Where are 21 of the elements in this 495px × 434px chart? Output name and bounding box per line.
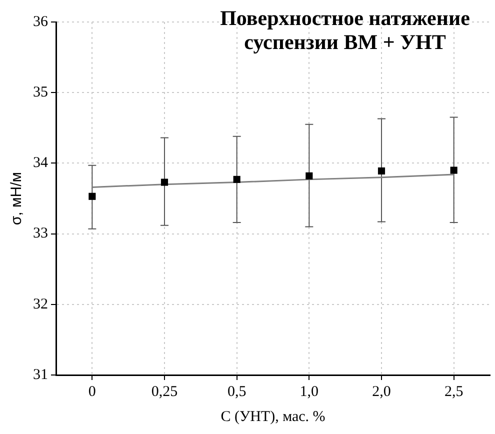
y-tick-label: 33 — [33, 226, 48, 242]
chart-title: Поверхностное натяжение суспензии ВМ + УНТ — [219, 6, 471, 54]
x-tick-label: 2,5 — [444, 384, 464, 400]
x-tick-label: 2,0 — [372, 384, 391, 400]
x-tick-label: 0,5 — [227, 384, 246, 400]
point — [233, 176, 240, 183]
y-tick-label: 31 — [33, 366, 48, 383]
y-tick-label: 36 — [33, 14, 48, 30]
y-axis-title: σ, мН/м — [8, 172, 26, 226]
y-tick-label: 35 — [33, 84, 48, 101]
point — [88, 192, 96, 200]
point — [306, 172, 313, 180]
x-axis-title: С (УНТ), мас. % — [220, 408, 326, 425]
point — [160, 178, 168, 186]
point — [450, 166, 458, 174]
y-tick-label: 34 — [33, 155, 48, 172]
x-tick-label: 1,0 — [300, 384, 319, 400]
x-tick-label: 0 — [88, 384, 96, 400]
y-tick-label: 32 — [33, 296, 48, 312]
x-tick-label: 0,25 — [151, 384, 178, 400]
point — [378, 167, 386, 174]
